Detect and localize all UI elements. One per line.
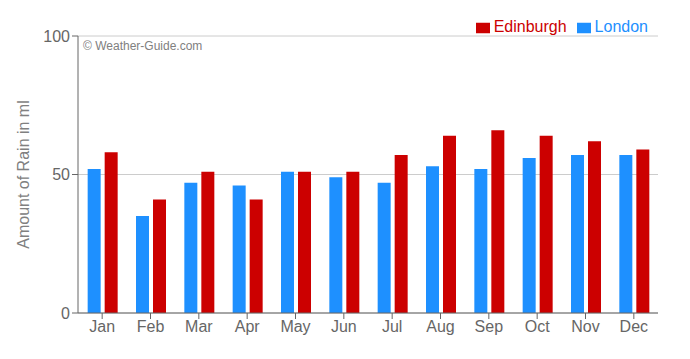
svg-text:May: May	[280, 318, 310, 335]
svg-text:50: 50	[52, 166, 70, 183]
svg-text:Apr: Apr	[235, 318, 261, 335]
svg-text:Sep: Sep	[475, 318, 504, 335]
svg-text:Nov: Nov	[571, 318, 599, 335]
svg-text:Oct: Oct	[525, 318, 550, 335]
svg-text:Feb: Feb	[137, 318, 165, 335]
svg-text:© Weather-Guide.com: © Weather-Guide.com	[83, 39, 202, 53]
svg-text:Mar: Mar	[185, 318, 213, 335]
svg-text:Jun: Jun	[331, 318, 357, 335]
svg-text:Dec: Dec	[620, 318, 648, 335]
svg-text:0: 0	[61, 305, 70, 322]
svg-text:Aug: Aug	[426, 318, 454, 335]
svg-text:Jul: Jul	[382, 318, 402, 335]
html-text:Edinburgh: Edinburgh	[493, 18, 567, 35]
svg-text:Jan: Jan	[89, 318, 115, 335]
svg-text:100: 100	[43, 28, 70, 45]
svg-text:Amount of Rain in ml: Amount of Rain in ml	[15, 100, 32, 249]
html-text:London: London	[594, 18, 648, 35]
